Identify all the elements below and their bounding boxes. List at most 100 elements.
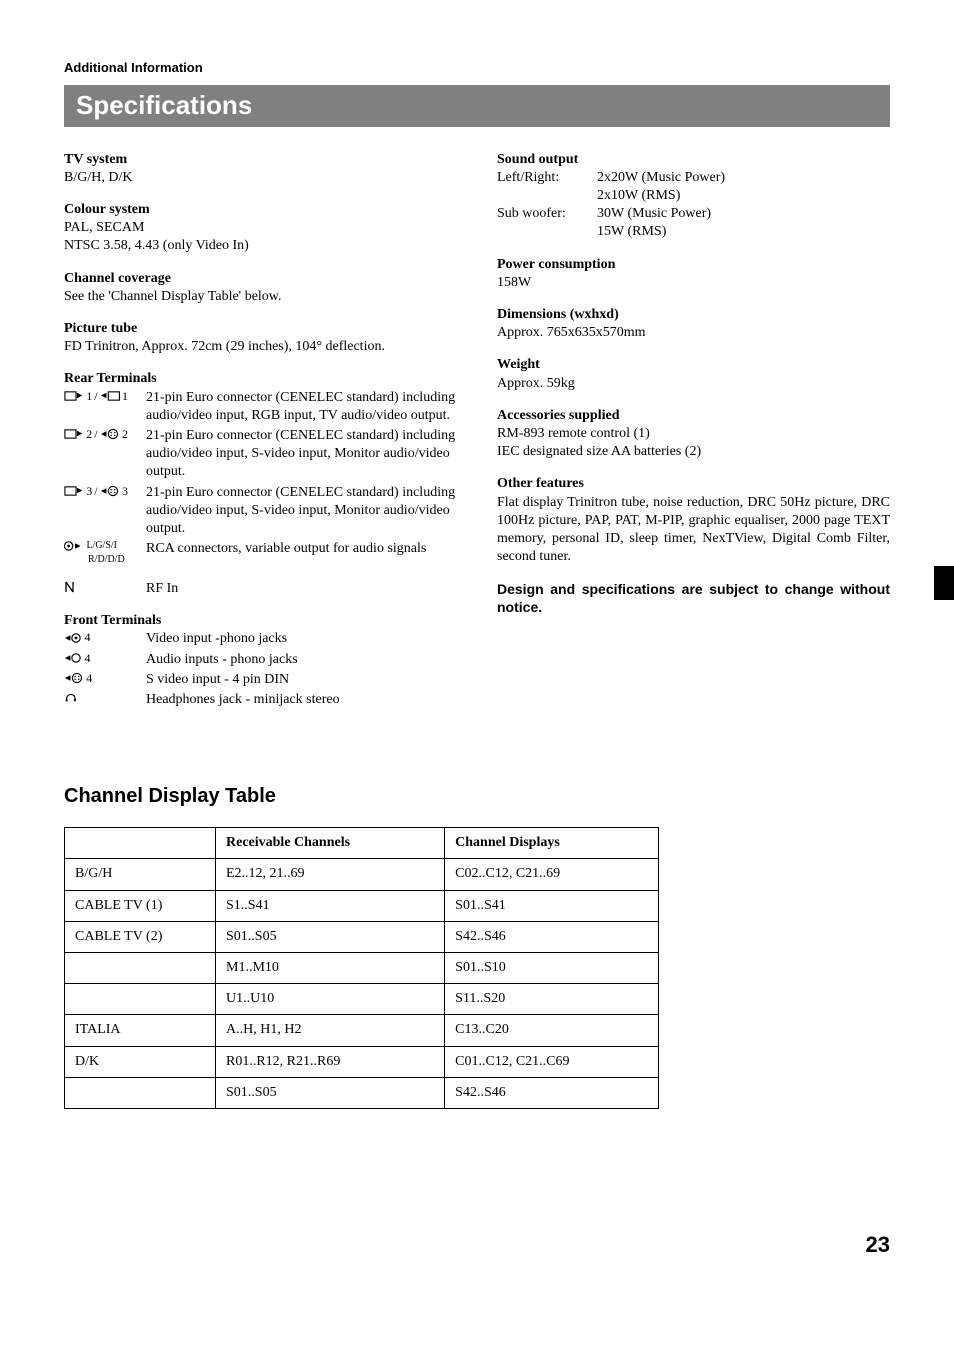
- sound-row-value: 2x20W (Music Power): [597, 169, 725, 187]
- page-number: 23: [866, 1231, 890, 1260]
- front-terminals: Front Terminals 4 Video input -phono jac…: [64, 612, 457, 709]
- cdt-column-header: [65, 828, 216, 859]
- table-cell: ITALIA: [65, 1015, 216, 1046]
- accessories-value-2: IEC designated size AA batteries (2): [497, 443, 890, 461]
- rear-row-1-desc: 21-pin Euro connector (CENELEC standard)…: [146, 389, 457, 425]
- rear-rca-desc: RCA connectors, variable output for audi…: [146, 540, 457, 558]
- content-columns: TV system B/G/H, D/K Colour system PAL, …: [64, 151, 890, 724]
- channel-coverage-value: See the 'Channel Display Table' below.: [64, 288, 457, 306]
- video-in-icon: 4: [64, 630, 146, 644]
- table-cell: U1..U10: [216, 984, 445, 1015]
- accessories: Accessories supplied RM-893 remote contr…: [497, 407, 890, 462]
- cdt-heading: Channel Display Table: [64, 783, 890, 809]
- colour-system-heading: Colour system: [64, 201, 457, 219]
- colour-system: Colour system PAL, SECAM NTSC 3.58, 4.43…: [64, 201, 457, 256]
- antenna-icon: [64, 580, 146, 594]
- sound-row-label: [497, 223, 597, 241]
- other-value: Flat display Trinitron tube, noise reduc…: [497, 494, 890, 567]
- sound-row: Sub woofer:30W (Music Power): [497, 205, 890, 223]
- other-features: Other features Flat display Trinitron tu…: [497, 475, 890, 566]
- picture-tube: Picture tube FD Trinitron, Approx. 72cm …: [64, 320, 457, 356]
- table-cell: D/K: [65, 1046, 216, 1077]
- section-label: Additional Information: [64, 60, 890, 77]
- tv-system: TV system B/G/H, D/K: [64, 151, 457, 187]
- weight-heading: Weight: [497, 356, 890, 374]
- table-cell: S01..S05: [216, 921, 445, 952]
- table-cell: E2..12, 21..69: [216, 859, 445, 890]
- sound-row-value: 2x10W (RMS): [597, 187, 680, 205]
- right-column: Sound output Left/Right:2x20W (Music Pow…: [497, 151, 890, 724]
- front-row-1-desc: Video input -phono jacks: [146, 630, 457, 648]
- front-row-1: 4 Video input -phono jacks: [64, 630, 457, 648]
- front-row-2: 4 Audio inputs - phono jacks: [64, 651, 457, 669]
- table-row: D/KR01..R12, R21..R69C01..C12, C21..C69: [65, 1046, 659, 1077]
- table-cell: S42..S46: [445, 921, 659, 952]
- tv-system-heading: TV system: [64, 151, 457, 169]
- table-cell: C02..C12, C21..69: [445, 859, 659, 890]
- weight: Weight Approx. 59kg: [497, 356, 890, 392]
- cdt-column-header: Receivable Channels: [216, 828, 445, 859]
- table-cell: [65, 984, 216, 1015]
- table-cell: R01..R12, R21..R69: [216, 1046, 445, 1077]
- table-row: ITALIAA..H, H1, H2C13..C20: [65, 1015, 659, 1046]
- rear-terminals: Rear Terminals 1 / 1 21-pin Euro connect…: [64, 370, 457, 598]
- table-cell: C01..C12, C21..C69: [445, 1046, 659, 1077]
- rear-rf: RF In: [64, 580, 457, 598]
- table-cell: S42..S46: [445, 1077, 659, 1108]
- sound-row-value: 30W (Music Power): [597, 205, 711, 223]
- table-cell: CABLE TV (2): [65, 921, 216, 952]
- table-row: S01..S05S42..S46: [65, 1077, 659, 1108]
- power-value: 158W: [497, 274, 890, 292]
- rear-row-2: 2 / 2 21-pin Euro connector (CENELEC sta…: [64, 427, 457, 482]
- page-title: Specifications: [64, 85, 890, 127]
- rear-terminals-heading: Rear Terminals: [64, 370, 457, 388]
- table-row: CABLE TV (2)S01..S05S42..S46: [65, 921, 659, 952]
- front-row-2-desc: Audio inputs - phono jacks: [146, 651, 457, 669]
- sound-row: 15W (RMS): [497, 223, 890, 241]
- accessories-value-1: RM-893 remote control (1): [497, 425, 890, 443]
- rear-rca: L/G/S/I R/D/D/D RCA connectors, variable…: [64, 540, 457, 566]
- audio-in-icon: 4: [64, 651, 146, 665]
- scart-3-icon: 3 / 3: [64, 484, 146, 498]
- rca-out-icon: L/G/S/I R/D/D/D: [64, 540, 146, 566]
- table-row: CABLE TV (1)S1..S41S01..S41: [65, 890, 659, 921]
- table-row: M1..M10S01..S10: [65, 952, 659, 983]
- sound-output-heading: Sound output: [497, 151, 890, 169]
- rear-row-1: 1 / 1 21-pin Euro connector (CENELEC sta…: [64, 389, 457, 425]
- side-tab: [934, 566, 954, 600]
- colour-system-value: PAL, SECAM: [64, 219, 457, 237]
- front-row-4-desc: Headphones jack - minijack stereo: [146, 691, 457, 709]
- table-cell: S01..S05: [216, 1077, 445, 1108]
- weight-value: Approx. 59kg: [497, 375, 890, 393]
- table-cell: S01..S10: [445, 952, 659, 983]
- channel-coverage: Channel coverage See the 'Channel Displa…: [64, 270, 457, 306]
- table-cell: M1..M10: [216, 952, 445, 983]
- table-cell: [65, 1077, 216, 1108]
- picture-tube-heading: Picture tube: [64, 320, 457, 338]
- rear-row-3-desc: 21-pin Euro connector (CENELEC standard)…: [146, 484, 457, 539]
- accessories-heading: Accessories supplied: [497, 407, 890, 425]
- power-consumption: Power consumption 158W: [497, 256, 890, 292]
- left-column: TV system B/G/H, D/K Colour system PAL, …: [64, 151, 457, 724]
- rear-row-2-desc: 21-pin Euro connector (CENELEC standard)…: [146, 427, 457, 482]
- channel-coverage-heading: Channel coverage: [64, 270, 457, 288]
- svideo-in-icon: 4: [64, 671, 146, 685]
- table-row: B/G/HE2..12, 21..69C02..C12, C21..69: [65, 859, 659, 890]
- table-cell: A..H, H1, H2: [216, 1015, 445, 1046]
- table-cell: B/G/H: [65, 859, 216, 890]
- table-cell: CABLE TV (1): [65, 890, 216, 921]
- page: Additional Information Specifications TV…: [0, 0, 954, 1290]
- sound-output: Sound output Left/Right:2x20W (Music Pow…: [497, 151, 890, 242]
- channel-display-table: Receivable ChannelsChannel Displays B/G/…: [64, 827, 659, 1109]
- table-row: U1..U10S11..S20: [65, 984, 659, 1015]
- cdt-column-header: Channel Displays: [445, 828, 659, 859]
- sound-row-label: [497, 187, 597, 205]
- front-row-4: Headphones jack - minijack stereo: [64, 691, 457, 709]
- sound-row: 2x10W (RMS): [497, 187, 890, 205]
- table-cell: C13..C20: [445, 1015, 659, 1046]
- dimensions-heading: Dimensions (wxhxd): [497, 306, 890, 324]
- table-cell: S1..S41: [216, 890, 445, 921]
- dimensions-value: Approx. 765x635x570mm: [497, 324, 890, 342]
- dimensions: Dimensions (wxhxd) Approx. 765x635x570mm: [497, 306, 890, 342]
- design-notice: Design and specifications are subject to…: [497, 580, 890, 616]
